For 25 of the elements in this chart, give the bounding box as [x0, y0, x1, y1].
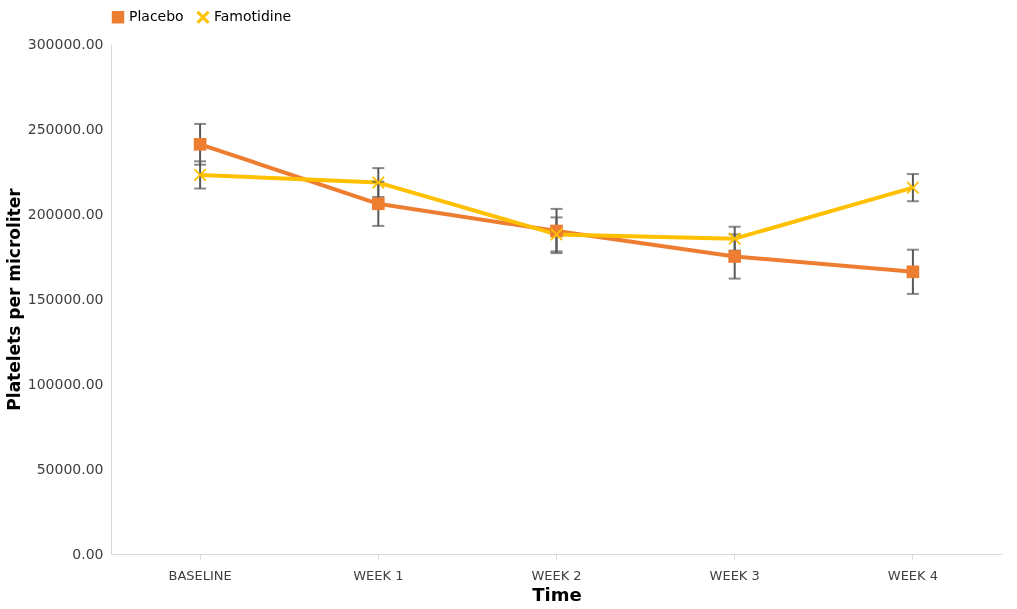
x-tick-label: WEEK 1 — [353, 567, 404, 583]
y-tick-label: 200000.00 — [27, 205, 104, 222]
legend-label: Famotidine — [214, 8, 292, 25]
point — [728, 250, 742, 263]
x-tick-label: WEEK 2 — [531, 567, 582, 583]
x-tick-label: BASELINE — [168, 567, 232, 583]
point — [371, 197, 385, 211]
x-tick-label: WEEK 4 — [887, 567, 939, 583]
point — [906, 265, 920, 279]
y-tick-label: 0.00 — [72, 545, 104, 562]
y-tick-label: 50000.00 — [36, 460, 104, 477]
y-axis-title: Platelets per microliter — [3, 187, 24, 411]
y-tick-label: 250000.00 — [27, 120, 104, 137]
point — [371, 176, 385, 189]
point — [906, 181, 920, 194]
point — [193, 168, 207, 182]
point — [550, 228, 563, 241]
y-tick-label: 100000.00 — [27, 375, 104, 392]
point — [193, 137, 207, 151]
x-tick-label: WEEK 3 — [709, 567, 760, 583]
x-axis-title: Time — [532, 583, 582, 605]
point — [728, 232, 742, 245]
legend-label: Placebo — [129, 8, 184, 25]
y-tick-label: 150000.00 — [27, 290, 104, 307]
y-tick-label: 300000.00 — [27, 35, 104, 52]
